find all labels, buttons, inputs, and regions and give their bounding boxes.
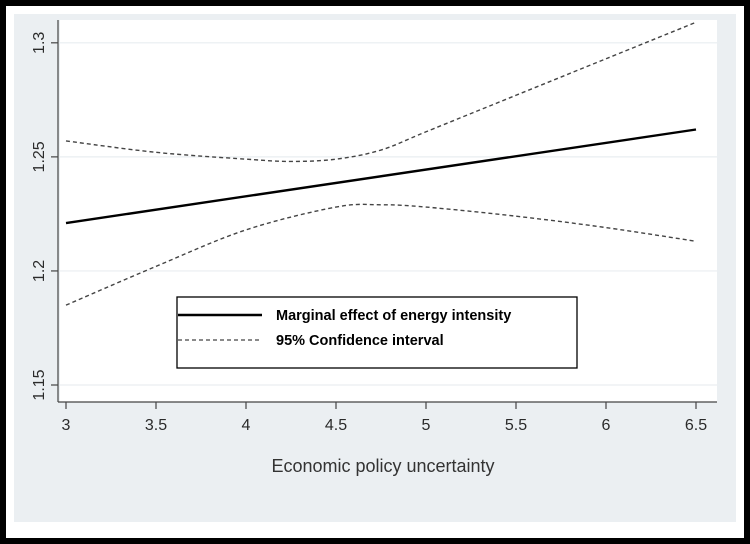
x-tick-label-3: 4.5 <box>325 417 347 434</box>
series-ci-lower <box>65 203 697 306</box>
legend-box <box>176 296 578 369</box>
legend: Marginal effect of energy intensity 95% … <box>176 296 578 369</box>
y-tick-label-2: 1.25 <box>31 141 48 172</box>
legend-label-marginal-effect: Marginal effect of energy intensity <box>276 308 511 324</box>
y-tick-label-1: 1.2 <box>31 260 48 282</box>
x-tick-label-4: 5 <box>422 417 431 434</box>
y-tick-label-0: 1.15 <box>31 369 48 400</box>
x-tick-label-7: 6.5 <box>685 417 707 434</box>
x-tick-label-0: 3 <box>62 417 71 434</box>
legend-label-confidence-interval: 95% Confidence interval <box>276 333 444 349</box>
series-marginal-effect <box>65 128 697 225</box>
x-tick-label-2: 4 <box>242 417 251 434</box>
y-tick-label-3: 1.3 <box>31 32 48 54</box>
x-axis-title: Economic policy uncertainty <box>271 456 494 476</box>
x-tick-label-1: 3.5 <box>145 417 167 434</box>
x-tick-label-6: 6 <box>602 417 611 434</box>
x-tick-label-5: 5.5 <box>505 417 527 434</box>
